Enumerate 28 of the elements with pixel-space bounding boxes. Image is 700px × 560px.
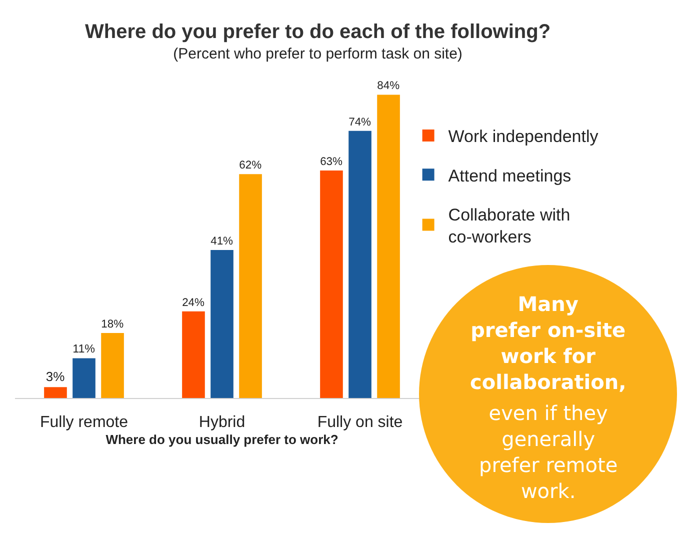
data-label: 24% (182, 296, 205, 309)
bar (44, 387, 67, 398)
bar (239, 174, 262, 398)
bar (182, 311, 205, 398)
data-label: 41% (210, 235, 234, 248)
x-tick-label: Hybrid (198, 414, 246, 432)
data-label: 62% (239, 160, 262, 172)
data-label: 11% (72, 342, 96, 356)
data-label: 84% (377, 80, 400, 92)
bar (101, 333, 124, 398)
data-label: 63% (320, 156, 343, 168)
bar (348, 130, 372, 398)
x-tick-label: Fully on site (317, 414, 403, 432)
data-label: 18% (101, 318, 124, 330)
legend-label: Attend meetings (448, 166, 572, 186)
data-label: 3% (46, 369, 66, 384)
chart-title: Where do you prefer to do each of the following? (85, 21, 551, 44)
data-label: 74% (348, 116, 372, 128)
text: even if they generally prefer remote work. (479, 401, 618, 503)
x-axis-title: Where do you usually prefer to work? (106, 432, 338, 447)
bar (320, 170, 343, 398)
bar (72, 358, 96, 398)
bar (377, 94, 400, 398)
bar (210, 250, 234, 398)
legend-label: Collaborate with co-workers (448, 205, 570, 246)
chart-subtitle: (Percent who prefer to perform task on site) (173, 46, 462, 63)
x-tick-label: Fully remote (40, 414, 128, 432)
legend-label: Work independently (448, 127, 599, 146)
